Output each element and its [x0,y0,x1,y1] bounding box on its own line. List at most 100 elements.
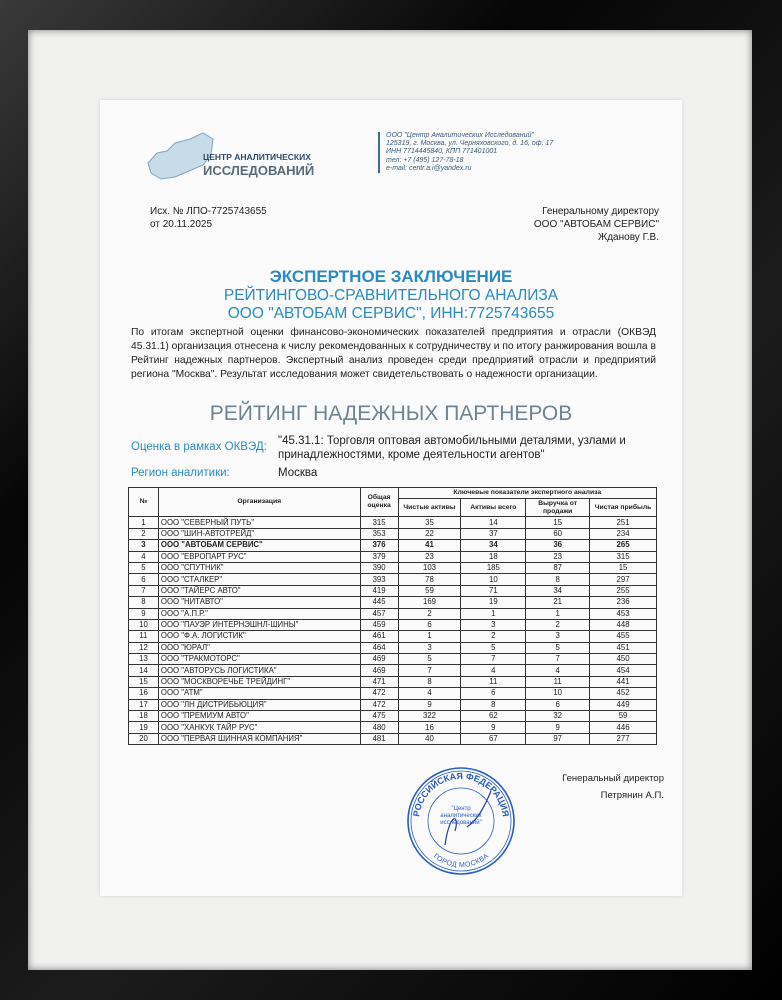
table-row: 6 ООО "СТАЛКЕР" 393 78 10 8 297 [128,573,657,586]
cell-org: ООО "ЮРАЛ" [157,641,361,655]
cell-num: 7 [128,584,159,598]
cell-net-assets: 40 [397,732,462,746]
cell-profit: 452 [589,687,657,700]
cell-org: ООО "СТАЛКЕР" [157,573,361,586]
cell-org: ООО "А.П.Р." [157,607,361,620]
cell-org: ООО "СПУТНИК" [157,561,361,575]
cell-org: ООО "ПАУЭР ИНТЕРНЭШНЛ-ШИНЫ" [157,618,361,632]
cell-num: 5 [128,561,159,575]
contact-address: 125319, г. Москва, ул. Черняховского, д.… [386,140,554,148]
cell-assets: 18 [460,550,527,563]
cell-assets: 185 [460,561,527,575]
cell-revenue: 97 [525,732,591,746]
stamp-center-text: "Центр аналитических исследований" [440,806,482,826]
header-org: Организация [157,486,361,518]
cell-assets: 4 [460,664,527,677]
cell-revenue: 2 [525,618,591,632]
cell-profit: 449 [589,698,657,712]
cell-assets: 2 [460,630,527,643]
signature-block: Генеральный директор Петрянин А.П. [562,770,664,804]
cell-net-assets: 23 [397,550,462,563]
addressee: Генеральному директору ООО "АВТОБАМ СЕРВ… [534,205,659,244]
cell-net-assets: 7 [397,664,462,677]
cell-assets: 7 [460,653,527,666]
table-row: 9 ООО "А.П.Р." 457 2 1 1 453 [128,607,657,620]
cell-org: ООО "СЕВЕРНЫЙ ПУТЬ" [157,516,361,529]
cell-total: 457 [359,607,399,620]
table-row: 20 ООО "ПЕРВАЯ ШИННАЯ КОМПАНИЯ" 481 40 67 97 2… [128,732,657,746]
table-row: 7 ООО "ТАЙЕРС АВТО" 419 59 71 34 255 [128,584,657,598]
cell-total: 393 [359,573,399,586]
cell-profit: 297 [589,573,657,586]
cell-total: 353 [359,527,399,541]
doc-title: ЭКСПЕРТНОЕ ЗАКЛЮЧЕНИЕ [269,267,513,286]
table-row: 14 ООО "АВТОРУСЬ ЛОГИСТИКА" 469 7 4 4 454 [128,664,657,677]
addressee-company: ООО "АВТОБАМ СЕРВИС" [533,219,659,230]
cell-revenue: 9 [525,721,591,734]
cell-num: 6 [128,573,159,586]
cell-org: ООО "АТМ" [157,687,361,700]
cell-num: 17 [128,698,159,712]
outgoing-reference: Исх. № ЛПО-7725743655 от 20.11.2025 [150,205,267,231]
cell-org: ООО "МОСКВОРЕЧЬЕ ТРЕЙДИНГ" [157,675,361,689]
cell-assets: 34 [460,539,527,552]
cell-total: 469 [359,664,399,677]
region-value: Москва [278,467,318,479]
table-row: 1 ООО "СЕВЕРНЫЙ ПУТЬ" 315 35 14 15 251 [128,516,657,529]
cell-total: 376 [359,539,399,552]
signer-name: Петрянин А.П. [600,790,664,801]
cell-revenue: 34 [525,584,591,598]
cell-profit: 454 [589,664,657,677]
cell-revenue: 15 [525,516,591,529]
cell-net-assets: 8 [397,675,462,689]
table-row: 17 ООО "ЛН ДИСТРИБЬЮЦИЯ" 472 9 8 6 449 [128,698,657,712]
cell-revenue: 36 [525,539,591,552]
cell-org: ООО "ТАЙЕРС АВТО" [157,584,361,598]
cell-profit: 455 [589,630,657,643]
cell-profit: 251 [589,516,657,529]
cell-num: 15 [128,675,159,689]
cell-profit: 448 [589,618,657,632]
cell-assets: 19 [460,596,527,609]
doc-subtitle: РЕЙТИНГОВО-СРАВНИТЕЛЬНОГО АНАЛИЗА [223,287,559,304]
cell-net-assets: 5 [397,653,462,666]
cell-net-assets: 22 [397,527,462,541]
table-row: 15 ООО "МОСКВОРЕЧЬЕ ТРЕЙДИНГ" 471 8 11 11 441 [128,675,657,689]
cell-num: 20 [128,732,159,746]
cell-num: 4 [128,550,159,563]
cell-total: 480 [359,721,399,734]
cell-net-assets: 9 [397,698,462,712]
cell-num: 2 [128,527,159,541]
rating-table: № Организация Общая оценка Ключевые пока… [128,486,658,746]
cell-total: 471 [359,675,399,689]
cell-org: ООО "ТРАКМОТОРС" [157,653,361,666]
cell-num: 14 [128,664,159,677]
cell-total: 459 [359,618,399,632]
header-net-assets: Чистые активы [397,498,462,518]
header-profit: Чистая прибыль [589,498,657,518]
cell-assets: 11 [460,675,527,689]
cell-assets: 6 [460,687,527,700]
contact-phone: тел: +7 (495) 127-78-18 [386,156,464,164]
cell-num: 10 [128,618,159,632]
cell-profit: 265 [589,539,657,552]
table-row: 5 ООО "СПУТНИК" 390 103 185 87 15 [128,561,657,575]
cell-revenue: 32 [525,710,591,723]
header-total: Общая оценка [359,486,399,518]
cell-num: 13 [128,653,159,666]
cell-revenue: 87 [525,561,591,575]
logo-text-line2: ИССЛЕДОВАНИЙ [203,163,315,178]
cell-net-assets: 1 [397,630,462,643]
rating-title: РЕЙТИНГ НАДЕЖНЫХ ПАРТНЕРОВ [209,402,573,425]
cell-profit: 255 [589,584,657,598]
table-row: 2 ООО "ШИН-АВТОТРЕЙД" 353 22 37 60 234 [128,527,657,541]
table-row: 12 ООО "ЮРАЛ" 464 3 5 5 451 [128,641,657,655]
cell-net-assets: 35 [397,516,462,529]
cell-total: 461 [359,630,399,643]
header-revenue: Выручка от продажи [525,498,591,518]
addressee-name: Жданову Г.В. [597,232,659,243]
cell-total: 469 [359,653,399,666]
cell-profit: 453 [589,607,657,620]
signature-scribble [444,790,492,846]
table-row: 10 ООО "ПАУЭР ИНТЕРНЭШНЛ-ШИНЫ" 459 6 3 2 448 [128,618,657,632]
